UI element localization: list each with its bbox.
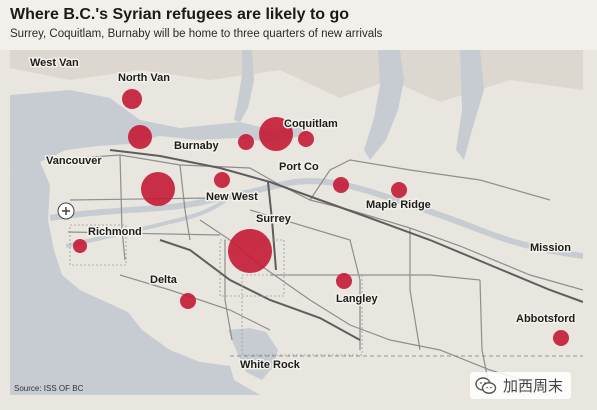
map-header: Where B.C.'s Syrian refugees are likely … bbox=[0, 0, 597, 50]
source-credit: Source: ISS OF BC bbox=[14, 384, 84, 393]
boundary-bay bbox=[228, 328, 278, 380]
watermark: 加西周末 bbox=[470, 372, 572, 399]
label-north-van: North Van bbox=[118, 72, 170, 84]
circle-burnaby bbox=[238, 134, 254, 150]
circle-vancouver-north bbox=[128, 125, 152, 149]
label-langley: Langley bbox=[336, 293, 378, 305]
wechat-icon bbox=[475, 376, 497, 394]
regional-map: West Van North Van Vancouver Burnaby Coq… bbox=[10, 50, 583, 395]
burrard-inlet bbox=[10, 90, 310, 170]
map-subtitle: Surrey, Coquitlam, Burnaby will be home … bbox=[10, 28, 383, 40]
label-delta: Delta bbox=[150, 274, 178, 286]
circle-surrey bbox=[228, 229, 272, 273]
label-port-co: Port Co bbox=[279, 161, 319, 173]
stave-lake bbox=[456, 50, 484, 160]
label-vancouver: Vancouver bbox=[46, 155, 102, 167]
circle-delta bbox=[180, 293, 196, 309]
label-richmond: Richmond bbox=[88, 226, 142, 238]
indian-arm bbox=[234, 50, 254, 122]
circle-port-moody bbox=[298, 131, 314, 147]
label-mission: Mission bbox=[530, 242, 571, 254]
circle-port-coquitlam bbox=[333, 177, 349, 193]
circle-abbotsford bbox=[553, 330, 569, 346]
label-coquitlam: Coquitlam bbox=[284, 118, 338, 130]
label-maple-ridge: Maple Ridge bbox=[366, 199, 431, 211]
label-new-west: New West bbox=[206, 191, 258, 203]
circle-maple-ridge bbox=[391, 182, 407, 198]
label-abbotsford: Abbotsford bbox=[516, 313, 575, 325]
map-panel: West Van North Van Vancouver Burnaby Coq… bbox=[10, 50, 583, 395]
airport-icon bbox=[57, 202, 75, 220]
label-west-van: West Van bbox=[30, 57, 79, 69]
strait-of-georgia bbox=[10, 162, 260, 395]
road-network bbox=[49, 154, 583, 391]
circle-coquitlam bbox=[259, 117, 293, 151]
circle-new-west bbox=[214, 172, 230, 188]
fraser-south-arm bbox=[65, 194, 232, 248]
watermark-text: 加西周末 bbox=[503, 377, 564, 395]
circle-richmond bbox=[73, 239, 87, 253]
fraser-river bbox=[49, 178, 583, 259]
map-title: Where B.C.'s Syrian refugees are likely … bbox=[10, 6, 350, 23]
mountain-shading bbox=[10, 50, 583, 102]
highway-network bbox=[109, 149, 583, 341]
refugee-circles bbox=[73, 89, 569, 346]
circle-north-van bbox=[122, 89, 142, 109]
circle-vancouver-south bbox=[141, 172, 175, 206]
pitt-lake bbox=[364, 50, 404, 160]
label-white-rock: White Rock bbox=[240, 359, 301, 371]
label-surrey: Surrey bbox=[256, 213, 292, 225]
place-labels: West Van North Van Vancouver Burnaby Coq… bbox=[29, 56, 577, 373]
circle-langley bbox=[336, 273, 352, 289]
label-burnaby: Burnaby bbox=[174, 140, 220, 152]
